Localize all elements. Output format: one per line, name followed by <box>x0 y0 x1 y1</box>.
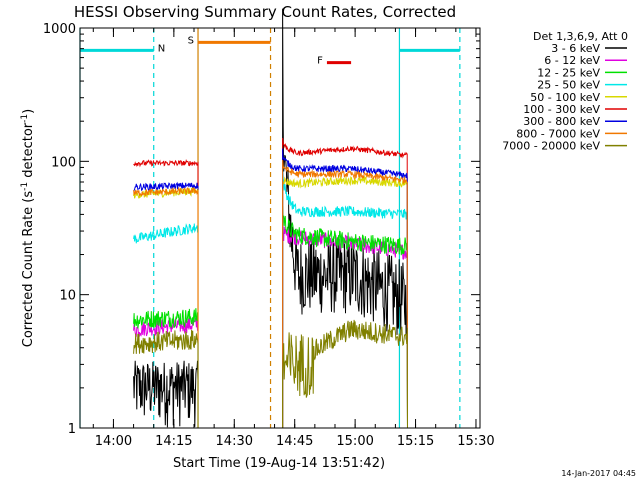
legend-label-3: 12 - 25 keV <box>537 66 600 79</box>
legend-label-4: 25 - 50 keV <box>537 79 600 92</box>
flag-label-n: N <box>158 43 165 54</box>
series-line-4 <box>133 163 408 429</box>
x-tick-label-3: 14:30 <box>216 434 253 449</box>
y-axis-label: Corrected Count Rate (s-1 detector-1) <box>20 109 36 347</box>
y-tick-label-1000: 1000 <box>43 22 76 37</box>
series-line-3 <box>133 205 408 429</box>
x-tick-label-4: 14:45 <box>276 434 313 449</box>
x-axis-label: Start Time (19-Aug-14 13:51:42) <box>173 456 385 471</box>
timestamp-label: 14-Jan-2017 04:45 <box>561 469 636 478</box>
series-line-6 <box>133 137 408 429</box>
legend-label-7: 300 - 800 keV <box>523 115 600 128</box>
x-tick-label-5: 15:00 <box>336 434 373 449</box>
series-line-9 <box>133 319 408 429</box>
plot-frame <box>79 27 481 429</box>
legend-label-9: 7000 - 20000 keV <box>502 140 600 153</box>
x-tick-label-1: 14:00 <box>95 434 132 449</box>
legend-label-8: 800 - 7000 keV <box>516 127 600 140</box>
legend-title: Det 1,3,6,9, Att 0 <box>533 30 628 43</box>
flag-label-f: F <box>317 56 323 67</box>
flag-label-s: S <box>188 35 194 46</box>
chart-title: HESSI Observing Summary Count Rates, Cor… <box>74 3 456 21</box>
x-tick-label-6: 15:15 <box>397 434 434 449</box>
legend-label-2: 6 - 12 keV <box>544 54 600 67</box>
y-tick-label-100: 100 <box>51 155 76 170</box>
legend-label-1: 3 - 6 keV <box>551 42 600 55</box>
y-tick-label-10: 10 <box>59 289 76 304</box>
series-line-8 <box>133 160 408 429</box>
x-tick-label-2: 14:15 <box>155 434 192 449</box>
legend-label-6: 100 - 300 keV <box>523 103 600 116</box>
y-tick-label-1: 1 <box>68 422 76 437</box>
x-tick-label-7: 15:30 <box>457 434 494 449</box>
series-line-1 <box>133 8 408 429</box>
legend-label-5: 50 - 100 keV <box>530 91 600 104</box>
series-line-7 <box>133 148 408 429</box>
